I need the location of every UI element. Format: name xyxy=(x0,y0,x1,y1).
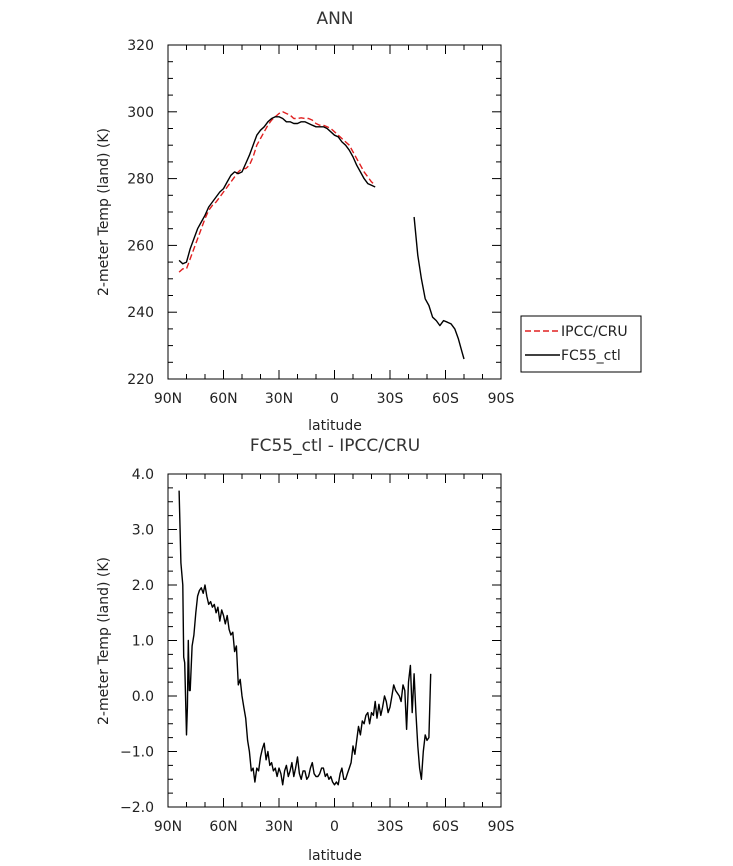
legend-label-ipcc: IPCC/CRU xyxy=(561,324,628,340)
top-ytick-label: 300 xyxy=(127,105,154,121)
top-xtick-label: 60S xyxy=(432,391,459,407)
top-ticks: 90N 60N 30N 0 30S 60S 90S 220 240 260 280 300 320 xyxy=(127,38,514,407)
top-xtick-label: 0 xyxy=(330,391,339,407)
bottom-plot-frame xyxy=(167,473,502,808)
top-plot-frame xyxy=(167,44,502,380)
top-series-line-1-0 xyxy=(178,116,376,265)
top-series xyxy=(178,111,465,360)
bottom-xtick-label: 60N xyxy=(209,819,237,835)
top-panel: ANN 90N 60N 30N 0 30S 60S 90S 220 240 260 280 300 32… xyxy=(96,9,642,434)
bottom-ytick-label: 2.0 xyxy=(132,578,154,594)
top-xtick-label: 90N xyxy=(154,391,182,407)
top-ytick-label: 320 xyxy=(127,38,154,54)
bottom-ytick-label: 4.0 xyxy=(132,467,154,483)
top-xtick-label: 30N xyxy=(265,391,293,407)
top-xtick-label: 90S xyxy=(488,391,515,407)
top-ylabel: 2-meter Temp (land) (K) xyxy=(96,128,112,296)
top-series-line-0-0 xyxy=(178,111,376,273)
bottom-series-line-0-0 xyxy=(178,490,432,786)
top-title: ANN xyxy=(316,9,353,29)
bottom-ylabel: 2-meter Temp (land) (K) xyxy=(96,557,112,725)
bottom-xtick-label: 30S xyxy=(377,819,404,835)
legend-box xyxy=(520,315,642,373)
top-ytick-label: 280 xyxy=(127,172,154,188)
bottom-title: FC55_ctl - IPCC/CRU xyxy=(250,436,420,456)
top-ytick-label: 240 xyxy=(127,305,154,321)
bottom-xtick-label: 90N xyxy=(154,819,182,835)
bottom-series xyxy=(178,490,432,786)
top-series-line-1-1 xyxy=(413,216,465,360)
top-xlabel: latitude xyxy=(308,418,362,434)
legend-label-fc55: FC55_ctl xyxy=(561,348,621,364)
bottom-ticks: 90N 60N 30N 0 30S 60S 90S −2.0 −1.0 0.0 1.0 2.0 3.0 4… xyxy=(120,467,514,835)
bottom-panel: FC55_ctl - IPCC/CRU 90N 60N 30N 0 30S 60S 90S −… xyxy=(96,436,514,864)
bottom-ytick-label: 0.0 xyxy=(132,689,154,705)
bottom-ytick-label: 1.0 xyxy=(132,634,154,650)
bottom-xtick-label: 0 xyxy=(330,819,339,835)
top-xtick-label: 30S xyxy=(377,391,404,407)
top-ytick-label: 260 xyxy=(127,238,154,254)
bottom-xtick-label: 60S xyxy=(432,819,459,835)
bottom-xtick-label: 90S xyxy=(488,819,515,835)
top-legend: IPCC/CRU FC55_ctl xyxy=(520,315,642,373)
top-ytick-label: 220 xyxy=(127,372,154,388)
top-xtick-label: 60N xyxy=(209,391,237,407)
bottom-xtick-label: 30N xyxy=(265,819,293,835)
bottom-ytick-label: −1.0 xyxy=(120,745,154,761)
bottom-xlabel: latitude xyxy=(308,848,362,864)
bottom-ytick-label: −2.0 xyxy=(120,800,154,816)
bottom-ytick-label: 3.0 xyxy=(132,523,154,539)
